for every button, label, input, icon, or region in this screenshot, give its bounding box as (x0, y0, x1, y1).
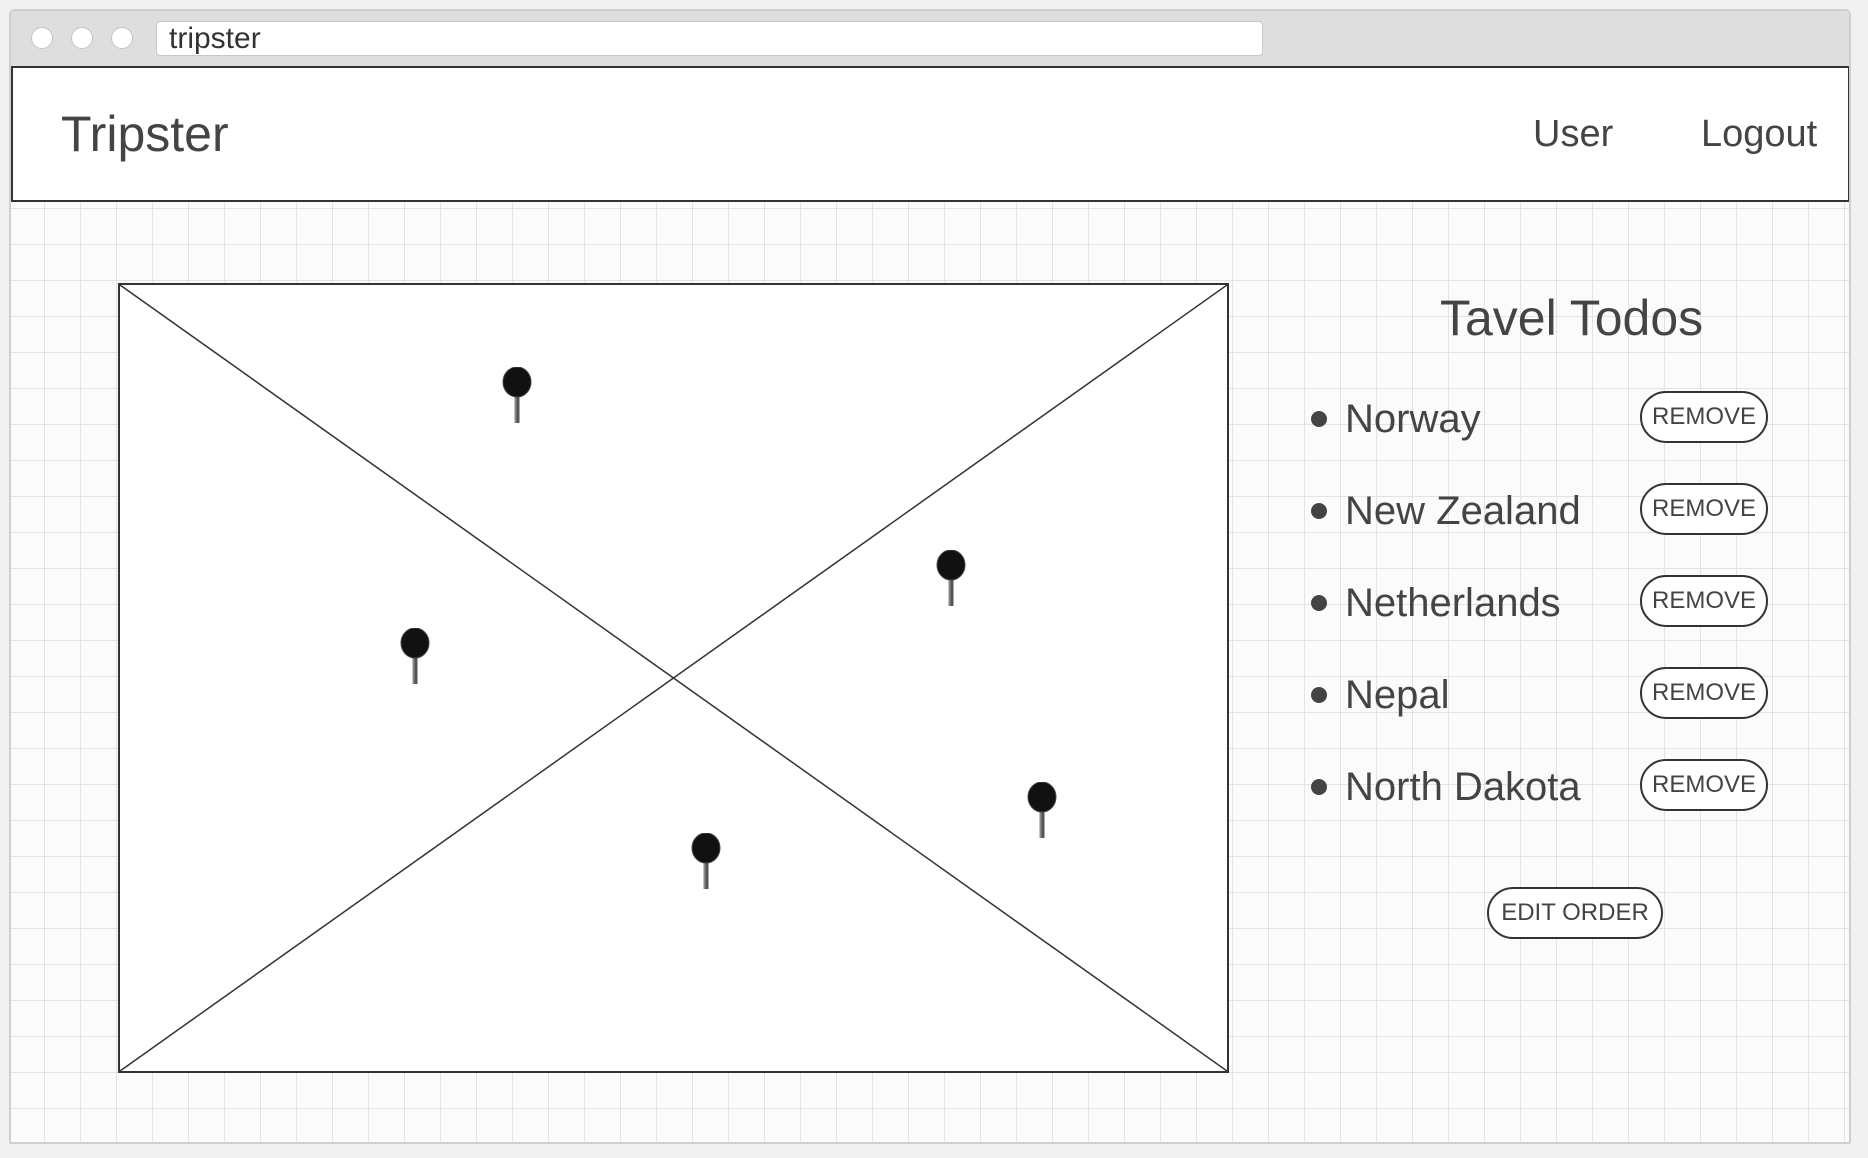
top-navbar: Tripster User Logout (11, 66, 1849, 202)
map-pin-icon[interactable] (400, 628, 430, 688)
todo-item-nepal: Nepal REMOVE (1301, 667, 1781, 759)
browser-window: tripster Tripster User Logout Tavel Todo… (9, 9, 1851, 1144)
todo-item-norway: Norway REMOVE (1301, 391, 1781, 483)
travel-todos-heading: Tavel Todos (1440, 290, 1704, 346)
window-maximize-icon[interactable] (111, 27, 133, 49)
remove-netherlands-button[interactable]: REMOVE (1640, 575, 1768, 627)
map-pin-icon[interactable] (1027, 782, 1057, 842)
edit-order-button[interactable]: EDIT ORDER (1487, 887, 1663, 939)
bullet-icon (1311, 411, 1327, 427)
remove-new-zealand-button[interactable]: REMOVE (1640, 483, 1768, 535)
todo-item-new-zealand: New Zealand REMOVE (1301, 483, 1781, 575)
remove-nepal-button[interactable]: REMOVE (1640, 667, 1768, 719)
todo-item-label: New Zealand (1345, 489, 1581, 533)
browser-titlebar: tripster (11, 11, 1849, 67)
nav-link-logout[interactable]: Logout (1701, 113, 1818, 155)
window-minimize-icon[interactable] (71, 27, 93, 49)
address-bar[interactable]: tripster (156, 21, 1263, 56)
todo-item-label: Nepal (1345, 673, 1450, 717)
todo-item-netherlands: Netherlands REMOVE (1301, 575, 1781, 667)
nav-link-user[interactable]: User (1533, 113, 1614, 155)
map-placeholder[interactable] (118, 283, 1229, 1073)
bullet-icon (1311, 595, 1327, 611)
todo-item-label: Netherlands (1345, 581, 1561, 625)
bullet-icon (1311, 503, 1327, 519)
travel-todos-list: Norway REMOVE New Zealand REMOVE Netherl… (1301, 391, 1781, 851)
map-pin-icon[interactable] (502, 367, 532, 427)
map-pin-icon[interactable] (691, 833, 721, 893)
remove-norway-button[interactable]: REMOVE (1640, 391, 1768, 443)
window-close-icon[interactable] (31, 27, 53, 49)
image-placeholder-cross (120, 285, 1227, 1071)
bullet-icon (1311, 779, 1327, 795)
bullet-icon (1311, 687, 1327, 703)
remove-north-dakota-button[interactable]: REMOVE (1640, 759, 1768, 811)
brand-logo-text[interactable]: Tripster (61, 106, 229, 162)
map-pin-icon[interactable] (936, 550, 966, 610)
todo-item-label: North Dakota (1345, 765, 1581, 809)
todo-item-north-dakota: North Dakota REMOVE (1301, 759, 1781, 851)
todo-item-label: Norway (1345, 397, 1481, 441)
